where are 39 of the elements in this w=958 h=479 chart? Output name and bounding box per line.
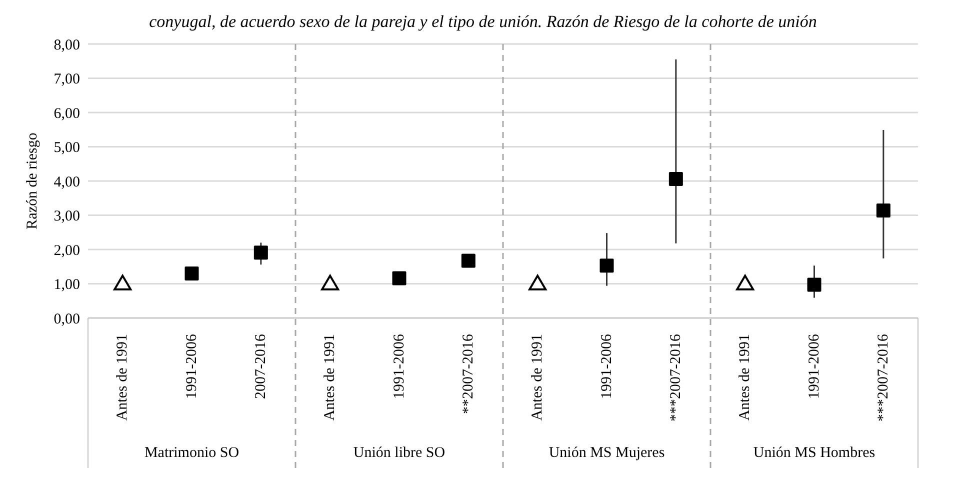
text: Matrimonio SO bbox=[144, 445, 240, 461]
y-tick-label: 6,00 bbox=[54, 106, 80, 122]
point bbox=[184, 266, 199, 280]
x-tick-label: Antes de 1991 bbox=[114, 334, 131, 421]
x-tick-label: Antes de 1991 bbox=[737, 334, 754, 421]
y-tick-label: 8,00 bbox=[54, 37, 80, 54]
y-tick-label: 5,00 bbox=[54, 140, 80, 156]
y-axis-title: Razón de riesgo bbox=[24, 132, 40, 230]
y-tick-label: 0,00 bbox=[54, 311, 80, 328]
point bbox=[600, 258, 614, 273]
point bbox=[528, 274, 547, 290]
point bbox=[254, 246, 268, 260]
point bbox=[668, 172, 683, 186]
x-tick-label: 2007-2016 bbox=[252, 334, 269, 399]
y-tick-label: 3,00 bbox=[54, 208, 80, 225]
x-tick-label: Antes de 1991 bbox=[530, 334, 546, 421]
point bbox=[392, 271, 406, 286]
point bbox=[114, 274, 132, 290]
y-tick-label: 2,00 bbox=[54, 242, 80, 259]
x-tick-label: **2007-2016 bbox=[460, 334, 476, 414]
text: Unión libre SO bbox=[353, 445, 446, 461]
text: Unión MS Mujeres bbox=[548, 445, 665, 461]
x-tick-label: 1991-2006 bbox=[598, 334, 615, 399]
y-tick-label: 4,00 bbox=[54, 174, 80, 190]
x-tick-label: ***2007-2016 bbox=[875, 334, 892, 422]
text: Unión MS Hombres bbox=[753, 445, 876, 461]
chart-title: conyugal, de acuerdo sexo de la pareja y el tipo de unión. Razón de Riesgo de la cohorte de unión bbox=[148, 12, 818, 32]
point bbox=[321, 274, 340, 290]
x-tick-label: 1991-2006 bbox=[184, 334, 200, 399]
x-tick-label: ***2007-2016 bbox=[668, 334, 684, 422]
y-tick-label: 7,00 bbox=[54, 72, 80, 88]
x-tick-label: 1991-2006 bbox=[806, 334, 822, 399]
point bbox=[736, 274, 754, 290]
y-tick-label: 1,00 bbox=[54, 277, 80, 294]
x-tick-label: Antes de 1991 bbox=[322, 334, 338, 421]
point bbox=[461, 254, 476, 268]
point bbox=[876, 203, 890, 218]
x-tick-label: 1991-2006 bbox=[391, 334, 408, 399]
point bbox=[807, 278, 822, 292]
